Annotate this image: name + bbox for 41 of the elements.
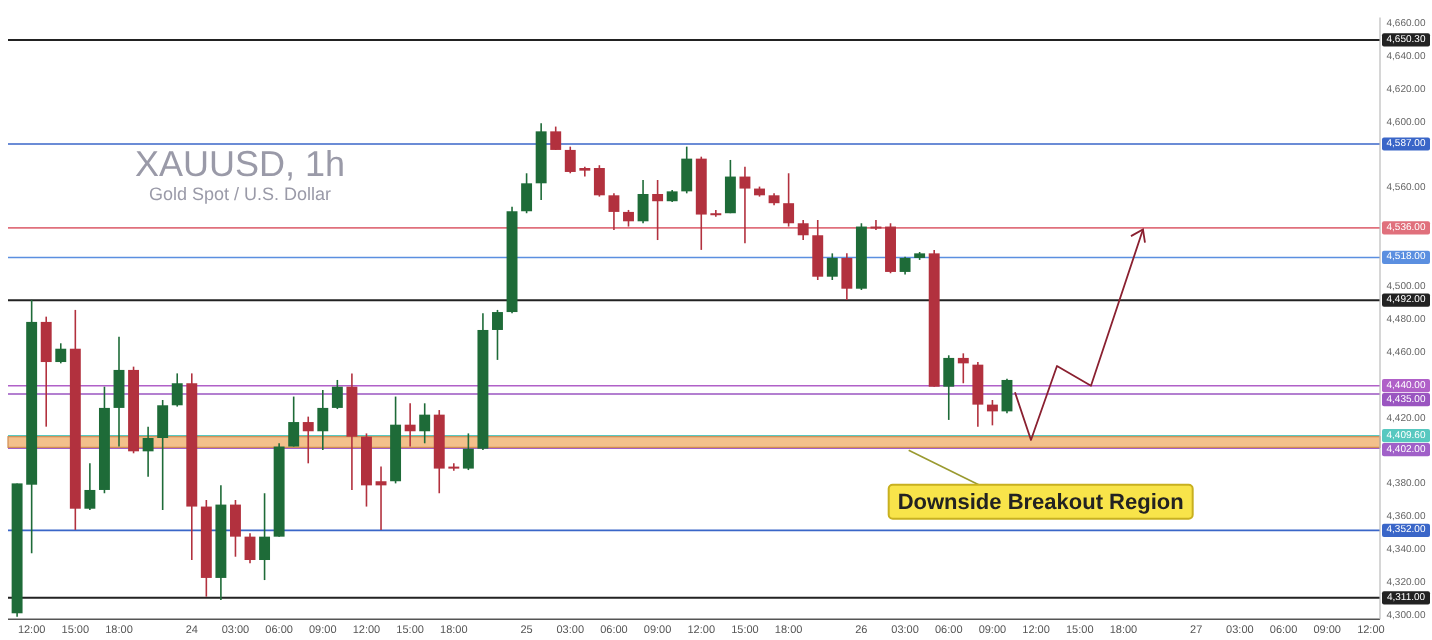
candlestick bbox=[593, 164, 605, 198]
candlestick bbox=[244, 532, 256, 565]
candlestick bbox=[797, 219, 809, 241]
candlestick bbox=[171, 372, 183, 408]
annotation: Downside Breakout Region bbox=[897, 490, 1185, 515]
candlestick bbox=[885, 222, 896, 275]
candlestick bbox=[943, 354, 955, 421]
candlestick bbox=[521, 172, 533, 215]
candlestick bbox=[681, 145, 693, 195]
candlestick bbox=[55, 342, 67, 365]
candlestick bbox=[84, 462, 96, 511]
candlestick bbox=[652, 179, 664, 241]
candlestick bbox=[317, 389, 329, 451]
candlestick bbox=[841, 252, 853, 301]
candlestick bbox=[724, 159, 736, 215]
candlestick bbox=[492, 309, 503, 361]
candlestick bbox=[608, 192, 620, 231]
candlestick bbox=[972, 361, 984, 428]
candlestick bbox=[157, 399, 169, 511]
candlestick bbox=[419, 402, 431, 445]
candlestick bbox=[739, 165, 751, 245]
candlestick bbox=[40, 315, 52, 428]
candlestick bbox=[302, 415, 314, 465]
candlestick bbox=[259, 492, 271, 581]
candlestick bbox=[637, 179, 649, 225]
text: XAUUSD, 1h bbox=[134, 144, 346, 184]
candlestick bbox=[783, 172, 795, 228]
candlestick bbox=[826, 252, 838, 281]
text: Gold Spot / U.S. Dollar bbox=[148, 184, 332, 204]
candlestick bbox=[550, 125, 562, 151]
candlestick bbox=[331, 379, 343, 410]
candlestick bbox=[113, 335, 125, 448]
candlestick bbox=[1001, 377, 1013, 415]
candlestick bbox=[957, 352, 969, 385]
candlestick bbox=[229, 499, 241, 558]
candlestick bbox=[142, 425, 154, 478]
candlestick bbox=[870, 219, 882, 231]
candlestick bbox=[404, 402, 416, 448]
candlestick bbox=[812, 219, 824, 281]
candlestick bbox=[462, 432, 474, 471]
candlestick bbox=[288, 395, 300, 448]
